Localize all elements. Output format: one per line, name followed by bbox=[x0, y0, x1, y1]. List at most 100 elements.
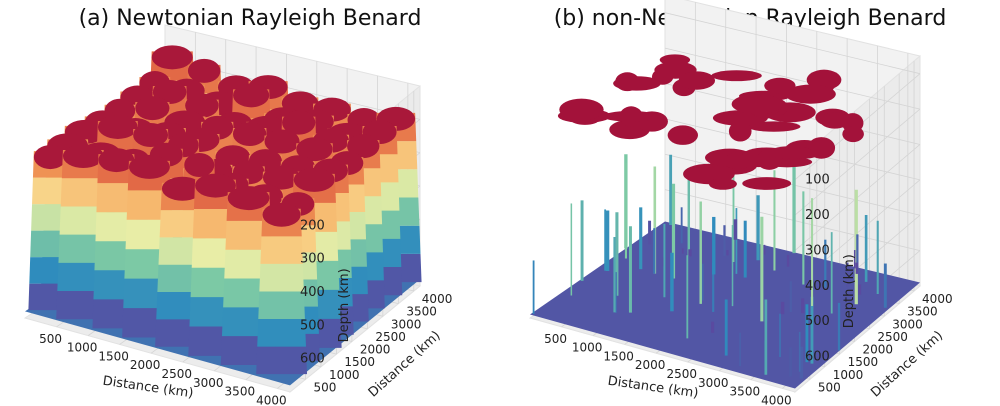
plume-cap bbox=[819, 112, 850, 129]
plume-segment bbox=[256, 346, 308, 375]
plume-cap bbox=[187, 58, 221, 83]
plume-segment bbox=[260, 236, 303, 264]
z-tick-label: 300 bbox=[300, 252, 325, 267]
x-tick-label: 1500 bbox=[98, 349, 129, 363]
plume-segment bbox=[259, 263, 304, 292]
plume-segment bbox=[258, 291, 305, 320]
y-tick-label: 1500 bbox=[848, 355, 879, 369]
x-tick-label: 3500 bbox=[225, 385, 256, 399]
z-tick-label: 600 bbox=[300, 352, 325, 367]
plume-cap bbox=[195, 173, 236, 198]
z-tick-label: 100 bbox=[805, 173, 830, 188]
y-tick-label: 3500 bbox=[907, 305, 938, 319]
z-axis-label: Depth (km) bbox=[337, 268, 352, 342]
panel-newtonian: (a) Newtonian Rayleigh Benard 500 1000 150… bbox=[23, 6, 452, 406]
x-tick-label: 3000 bbox=[193, 376, 224, 390]
plume-cap bbox=[227, 186, 270, 211]
x-tick-label: 500 bbox=[544, 332, 567, 346]
plume bbox=[256, 202, 308, 375]
x-tick-label: 1000 bbox=[67, 341, 98, 355]
gridline bbox=[794, 108, 921, 216]
x-tick-label: 1000 bbox=[572, 341, 603, 355]
plume-cap bbox=[768, 146, 814, 159]
plume-cap bbox=[33, 145, 67, 170]
plume-cap bbox=[262, 165, 301, 190]
plume-cap bbox=[161, 176, 203, 201]
y-tick-label: 500 bbox=[313, 380, 336, 394]
z-tick-label: 500 bbox=[805, 314, 830, 329]
panel-non-newtonian: (b) non-Newtonian Rayleigh Benard 500100… bbox=[500, 0, 1000, 406]
plume-segment bbox=[60, 178, 106, 207]
surface bbox=[25, 45, 422, 386]
surface-plot-non-newtonian: 5001000150020002500300035004000500100015… bbox=[528, 0, 953, 406]
z-tick-label: 200 bbox=[805, 208, 830, 223]
x-tick-label: 4000 bbox=[761, 393, 792, 406]
axis-ticks: 5001000150020002500300035004000500100015… bbox=[39, 218, 452, 406]
surface bbox=[530, 54, 920, 389]
x-tick-label: 3500 bbox=[730, 385, 761, 399]
y-tick-label: 2500 bbox=[375, 330, 406, 344]
surface-plot-newtonian: 5001000150020002500300035004000500100015… bbox=[23, 24, 452, 406]
plume-cap bbox=[559, 98, 604, 121]
axis-ticks: 5001000150020002500300035004000500100015… bbox=[544, 173, 953, 406]
plume-cap bbox=[742, 177, 792, 190]
plume-cap bbox=[184, 153, 215, 178]
plume-cap bbox=[262, 202, 301, 227]
plume-cap bbox=[613, 76, 661, 91]
x-tick-label: 2000 bbox=[635, 358, 666, 372]
plume-cap bbox=[151, 45, 193, 70]
plume-cap bbox=[133, 123, 169, 148]
panel-title: (a) Newtonian Rayleigh Benard bbox=[78, 6, 422, 31]
x-tick-label: 2500 bbox=[666, 367, 697, 381]
plume-cap bbox=[785, 84, 836, 104]
plume-cap bbox=[293, 167, 335, 192]
y-tick-label: 1500 bbox=[344, 355, 375, 369]
z-tick-label: 400 bbox=[805, 279, 830, 294]
z-tick-label: 400 bbox=[300, 285, 325, 300]
z-tick-label: 600 bbox=[805, 350, 830, 365]
plume-cap bbox=[764, 77, 796, 94]
plume-segment bbox=[257, 319, 306, 347]
plume-cap bbox=[128, 154, 170, 179]
plume-cap bbox=[97, 114, 138, 139]
plume-cap bbox=[296, 137, 333, 162]
plume-cap bbox=[264, 129, 300, 154]
x-tick-label: 3000 bbox=[698, 376, 729, 390]
plume-cap bbox=[728, 120, 752, 142]
plume-segment bbox=[32, 177, 69, 205]
plume-cap bbox=[708, 178, 737, 190]
plume-cap bbox=[602, 111, 658, 122]
y-tick-label: 2000 bbox=[863, 343, 894, 357]
z-tick-label: 200 bbox=[300, 218, 325, 233]
y-tick-label: 3500 bbox=[406, 305, 437, 319]
y-tick-label: 500 bbox=[818, 380, 841, 394]
plume-cap bbox=[232, 121, 267, 146]
gridline bbox=[664, 47, 921, 110]
y-tick-label: 4000 bbox=[422, 292, 453, 306]
plume-cap bbox=[667, 125, 698, 145]
y-tick-label: 1000 bbox=[329, 368, 360, 382]
plume bbox=[56, 144, 111, 320]
plume-cap bbox=[233, 83, 270, 108]
y-tick-label: 3000 bbox=[391, 317, 422, 331]
plume-cap bbox=[678, 71, 716, 90]
plume-cap bbox=[731, 94, 783, 115]
y-tick-label: 2000 bbox=[360, 343, 391, 357]
y-tick-label: 1000 bbox=[833, 368, 864, 382]
plume-segment bbox=[59, 206, 108, 235]
x-tick-label: 1500 bbox=[603, 349, 634, 363]
y-tick-label: 3000 bbox=[892, 317, 923, 331]
plume-cap bbox=[842, 126, 864, 143]
x-tick-label: 2000 bbox=[130, 358, 161, 372]
plume-cap bbox=[711, 70, 762, 82]
plume-segment bbox=[96, 183, 137, 213]
x-tick-label: 500 bbox=[39, 332, 62, 346]
plume-cap bbox=[747, 121, 801, 132]
plume-cap bbox=[347, 134, 380, 159]
z-tick-label: 500 bbox=[300, 318, 325, 333]
plume-cap bbox=[282, 110, 316, 135]
plume-cap bbox=[98, 148, 135, 173]
plume-cap bbox=[135, 96, 170, 121]
y-tick-label: 2500 bbox=[877, 330, 908, 344]
gridline bbox=[664, 12, 921, 75]
